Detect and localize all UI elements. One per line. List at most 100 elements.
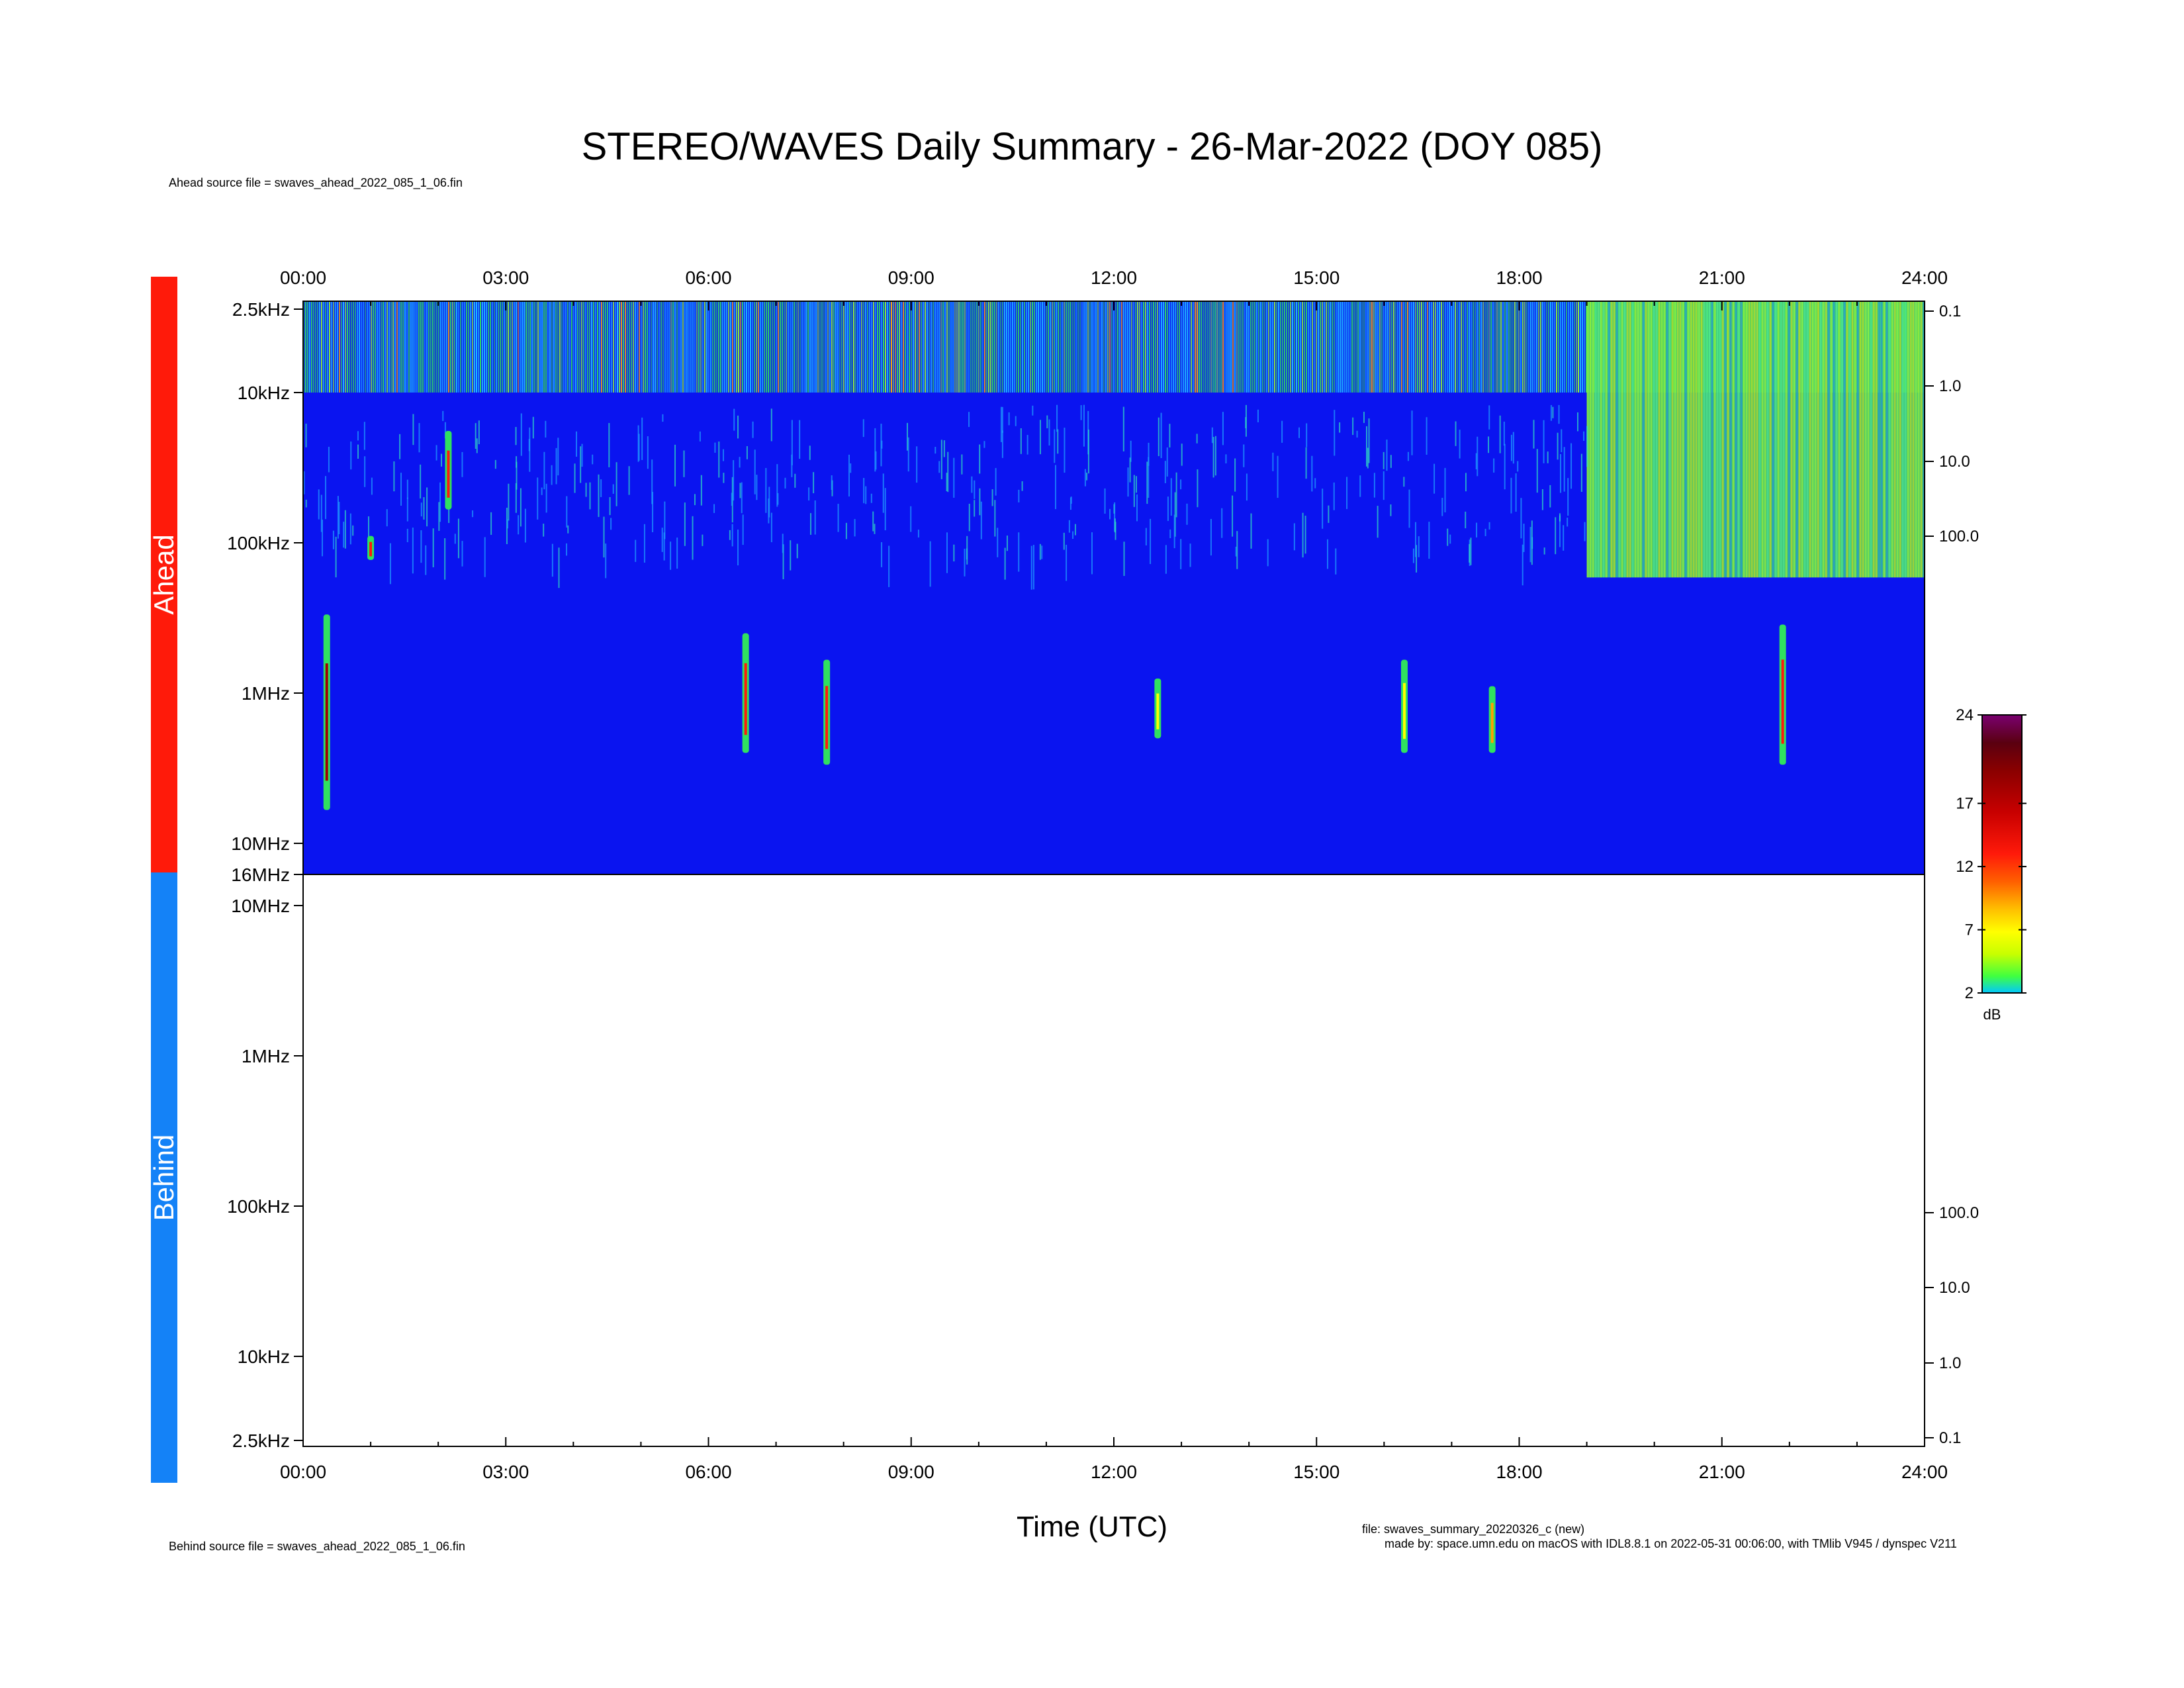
noise-strip xyxy=(1228,301,1230,393)
activity-streak xyxy=(1549,485,1551,508)
enhanced-strip xyxy=(1825,301,1827,578)
activity-streak xyxy=(581,444,583,467)
noise-strip xyxy=(950,301,952,393)
enhanced-strip xyxy=(1684,301,1687,578)
noise-strip xyxy=(1548,301,1549,393)
noise-strip xyxy=(1099,301,1101,393)
x-tick-label-bottom: 06:00 xyxy=(685,1462,731,1482)
activity-streak xyxy=(722,449,724,461)
noise-strip xyxy=(551,301,553,393)
enhanced-strip xyxy=(1872,301,1875,578)
noise-strip xyxy=(972,301,974,393)
noise-strip xyxy=(911,301,912,393)
noise-strip xyxy=(1129,301,1130,393)
noise-strip xyxy=(1342,301,1343,393)
noise-strip xyxy=(1042,301,1043,393)
noise-strip xyxy=(988,301,989,393)
noise-strip xyxy=(365,301,366,393)
activity-streak xyxy=(1127,467,1129,497)
activity-streak xyxy=(1087,429,1089,474)
noise-strip xyxy=(1492,301,1494,393)
activity-streak xyxy=(1339,422,1341,433)
noise-strip xyxy=(1405,301,1406,393)
activity-streak xyxy=(1333,482,1335,510)
noise-strip xyxy=(1530,301,1531,393)
activity-streak xyxy=(862,419,864,438)
noise-strip xyxy=(899,301,900,393)
noise-strip xyxy=(1443,301,1444,393)
activity-streak xyxy=(423,497,425,520)
noise-strip xyxy=(571,301,572,393)
noise-strip xyxy=(345,301,346,393)
noise-strip xyxy=(633,301,634,393)
activity-streak xyxy=(699,431,701,442)
noise-strip xyxy=(529,301,531,393)
enhanced-strip xyxy=(1862,301,1864,578)
activity-streak xyxy=(516,461,518,490)
enhanced-strip xyxy=(1835,301,1838,578)
noise-strip xyxy=(688,301,690,393)
noise-strip xyxy=(1451,301,1452,393)
noise-strip xyxy=(1363,301,1365,393)
activity-streak xyxy=(1465,473,1467,492)
noise-strip xyxy=(996,301,997,393)
activity-streak xyxy=(929,541,931,587)
activity-streak xyxy=(1346,477,1348,510)
noise-strip xyxy=(728,301,729,393)
activity-streak xyxy=(325,476,327,520)
radio-burst xyxy=(1490,702,1494,743)
activity-streak xyxy=(881,542,883,567)
behind-right-tick-label: 0.1 xyxy=(1939,1429,1961,1447)
activity-streak xyxy=(872,511,874,532)
noise-strip xyxy=(807,301,809,393)
activity-streak xyxy=(343,522,345,548)
activity-streak xyxy=(585,483,587,497)
noise-strip xyxy=(730,301,731,393)
activity-streak xyxy=(1074,524,1076,536)
behind-right-tick-label: 1.0 xyxy=(1939,1354,1961,1372)
enhanced-strip xyxy=(1864,301,1867,578)
noise-strip xyxy=(1149,301,1150,393)
activity-streak xyxy=(1150,518,1152,565)
noise-strip xyxy=(754,301,755,393)
activity-streak xyxy=(1433,463,1435,494)
noise-strip xyxy=(1490,301,1492,393)
enhanced-strip xyxy=(1706,301,1708,578)
x-tick-label-top: 18:00 xyxy=(1496,267,1542,288)
noise-strip xyxy=(591,301,592,393)
noise-strip xyxy=(1375,301,1377,393)
noise-strip xyxy=(1455,301,1456,393)
noise-strip xyxy=(1203,301,1204,393)
activity-streak xyxy=(1189,543,1191,567)
activity-streak xyxy=(782,544,784,580)
noise-strip xyxy=(944,301,946,393)
enhanced-strip xyxy=(1713,301,1716,578)
noise-strip xyxy=(474,301,475,393)
activity-streak xyxy=(1441,497,1443,516)
noise-strip xyxy=(871,301,872,393)
noise-strip xyxy=(849,301,850,393)
enhanced-strip xyxy=(1647,301,1650,578)
activity-streak xyxy=(1580,453,1582,492)
noise-strip xyxy=(1205,301,1206,393)
activity-streak xyxy=(733,408,735,431)
activity-streak xyxy=(1306,423,1308,447)
activity-streak xyxy=(1536,449,1538,493)
noise-strip xyxy=(1576,301,1577,393)
noise-strip xyxy=(907,301,908,393)
noise-strip xyxy=(1246,301,1248,393)
enhanced-strip xyxy=(1870,301,1872,578)
noise-strip xyxy=(1554,301,1555,393)
chart-title: STEREO/WAVES Daily Summary - 26-Mar-2022… xyxy=(581,125,1603,168)
activity-streak xyxy=(1383,471,1385,500)
activity-streak xyxy=(831,475,833,491)
activity-streak xyxy=(1477,436,1479,477)
noise-strip xyxy=(817,301,819,393)
activity-streak xyxy=(1018,489,1020,502)
activity-streak xyxy=(1418,536,1420,557)
activity-streak xyxy=(968,503,970,532)
activity-streak xyxy=(1000,406,1002,442)
noise-strip xyxy=(1367,301,1369,393)
noise-strip xyxy=(839,301,841,393)
noise-strip xyxy=(662,301,664,393)
